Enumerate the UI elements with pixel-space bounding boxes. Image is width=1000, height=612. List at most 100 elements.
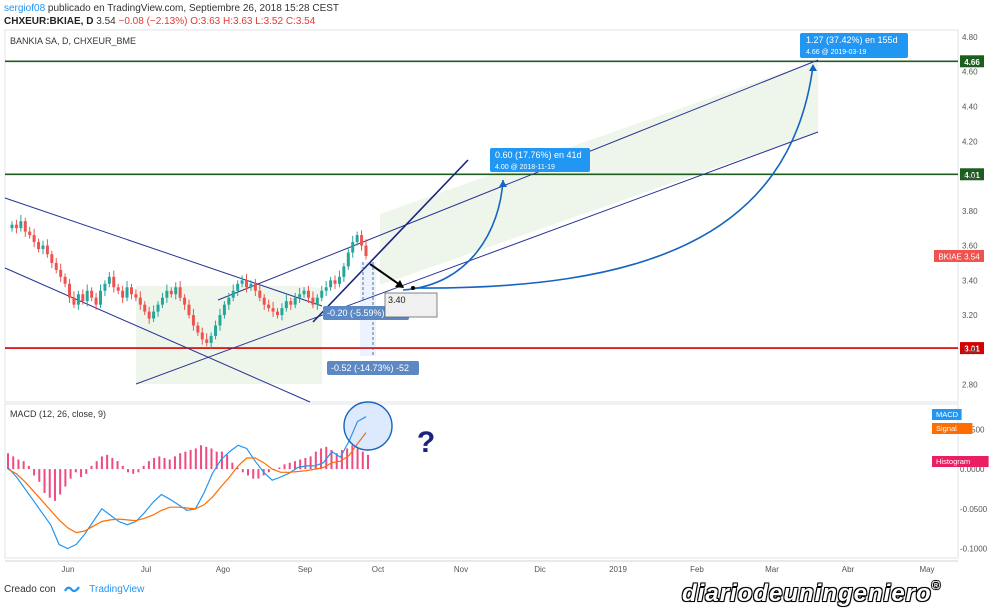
histogram-bar bbox=[48, 469, 51, 498]
candle-body bbox=[45, 245, 49, 255]
footer-brand[interactable]: TradingView bbox=[89, 584, 145, 595]
macd-pane-title: MACD (12, 26, close, 9) bbox=[10, 409, 106, 419]
candle-body bbox=[63, 276, 67, 284]
candle-body bbox=[218, 315, 222, 326]
histogram-bar bbox=[116, 461, 119, 470]
histogram-bar bbox=[226, 454, 229, 470]
time-tick-label: Nov bbox=[454, 565, 468, 574]
time-tick-label: Jul bbox=[141, 565, 151, 574]
candle-body bbox=[209, 335, 213, 343]
histogram-bar bbox=[153, 457, 156, 470]
histogram-bar bbox=[241, 469, 244, 473]
candle-body bbox=[298, 294, 302, 298]
histogram-bar bbox=[127, 469, 129, 473]
annotation-text-2: 0.60 (17.76%) en 41d bbox=[495, 150, 582, 160]
price-tick-label: 3.60 bbox=[962, 242, 978, 251]
histogram-bar bbox=[43, 469, 46, 493]
histogram-bar bbox=[12, 456, 15, 470]
macd-tick-label: 0.0500 bbox=[960, 425, 985, 434]
candle-body bbox=[59, 269, 63, 277]
author-link[interactable]: sergiof08 bbox=[4, 3, 46, 14]
candle-body bbox=[37, 242, 41, 250]
candle-body bbox=[14, 224, 18, 229]
projection-arc-2 bbox=[411, 65, 814, 289]
channel-fill-future bbox=[380, 60, 818, 285]
price-pane bbox=[4, 29, 959, 403]
histogram-bar bbox=[95, 461, 98, 470]
price-callout-text: 3.40 bbox=[388, 295, 406, 305]
candle-body bbox=[125, 287, 129, 298]
candle-body bbox=[152, 311, 156, 319]
symbol-label[interactable]: CHXEUR:BKIAE, D bbox=[4, 16, 94, 27]
histogram-bar bbox=[179, 453, 182, 470]
target-point bbox=[411, 286, 415, 290]
histogram-bar bbox=[147, 461, 150, 470]
footer: Creado con TradingView bbox=[4, 584, 144, 595]
candle-body bbox=[311, 297, 315, 305]
candle-body bbox=[324, 287, 328, 291]
annotation-text-1: 1.27 (37.42%) en 155d bbox=[806, 35, 898, 45]
candle-body bbox=[306, 290, 310, 298]
last-price: 3.54 bbox=[96, 16, 116, 27]
candle-body bbox=[72, 297, 76, 305]
desc-channel-upper bbox=[4, 197, 323, 307]
candle-body bbox=[262, 297, 266, 305]
candle-body bbox=[68, 283, 72, 298]
legend-tag-histogram bbox=[932, 456, 989, 467]
macd-tick-label: -0.1000 bbox=[960, 544, 988, 553]
candle-body bbox=[271, 308, 275, 312]
macd-tick-label: 0.0000 bbox=[960, 465, 985, 474]
level-label-0: 4.66 bbox=[964, 58, 980, 67]
tradingview-logo-icon bbox=[64, 586, 81, 593]
candle-body bbox=[129, 287, 133, 295]
histogram-bar bbox=[173, 456, 176, 470]
histogram-bar bbox=[80, 469, 83, 478]
candle-body bbox=[174, 287, 178, 295]
candle-body bbox=[23, 221, 27, 232]
time-tick-label: Feb bbox=[690, 565, 704, 574]
histogram-bar bbox=[189, 450, 192, 470]
candle-body bbox=[315, 297, 319, 305]
histogram-bar bbox=[351, 445, 354, 470]
time-tick-label: Ago bbox=[216, 565, 231, 574]
macd-line bbox=[7, 416, 367, 550]
histogram-bar bbox=[17, 459, 20, 470]
annotation-sub-2: 4.00 @ 2018-11-19 bbox=[495, 164, 555, 171]
candle-body bbox=[28, 231, 32, 236]
question-mark: ? bbox=[417, 426, 435, 459]
candle-body bbox=[178, 287, 182, 298]
histogram-bar bbox=[293, 461, 296, 470]
candle-body bbox=[346, 252, 350, 267]
candle-body bbox=[351, 242, 355, 253]
candle-body bbox=[280, 308, 284, 316]
candle-body bbox=[156, 304, 160, 312]
histogram-bar bbox=[257, 469, 260, 479]
level-tag-1 bbox=[960, 168, 984, 181]
time-tick-label: 2019 bbox=[609, 565, 627, 574]
desc-channel-lower bbox=[4, 267, 311, 403]
candle-body bbox=[342, 266, 346, 277]
candle-body bbox=[236, 283, 240, 291]
legend-label-signal: Signal bbox=[936, 424, 957, 433]
asc-channel-lower bbox=[135, 131, 819, 385]
histogram-bar bbox=[168, 459, 171, 470]
histogram-bar bbox=[194, 448, 197, 470]
footer-prefix: Creado con bbox=[4, 584, 56, 595]
asc-channel-upper bbox=[217, 59, 819, 301]
ohlc-values: O:3.63 H:3.63 L:3.52 C:3.54 bbox=[190, 16, 316, 27]
histogram-bar bbox=[309, 456, 312, 470]
histogram-bar bbox=[356, 448, 359, 470]
candle-body bbox=[240, 280, 244, 284]
candle-body bbox=[160, 297, 164, 305]
price-tick-label: 3.80 bbox=[962, 207, 978, 216]
candle-body bbox=[103, 283, 107, 291]
macd-tick-label: -0.0500 bbox=[960, 505, 988, 514]
histogram-bar bbox=[106, 454, 109, 470]
projection-arc-1 bbox=[402, 179, 504, 291]
price-tick-label: 3.20 bbox=[962, 311, 978, 320]
change-value: −0.08 (−2.13%) bbox=[118, 16, 188, 27]
time-tick-label: Dic bbox=[534, 565, 546, 574]
histogram-bar bbox=[200, 445, 203, 470]
candle-body bbox=[85, 290, 89, 302]
